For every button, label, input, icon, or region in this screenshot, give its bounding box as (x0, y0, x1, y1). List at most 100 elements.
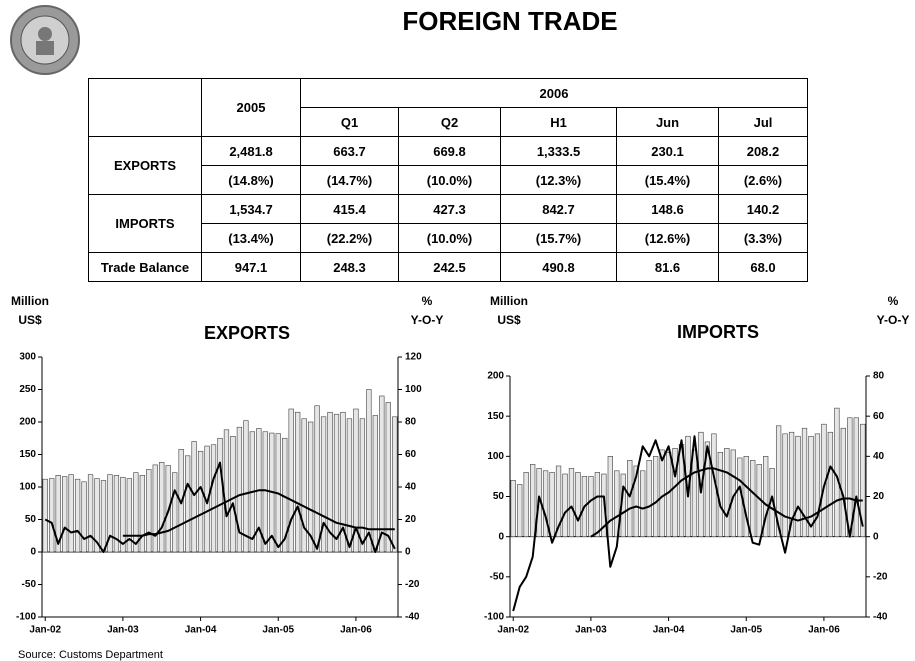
bar (223, 429, 230, 553)
table-cell: (12.6%) (616, 223, 719, 253)
header-cell: Q2 (398, 107, 501, 137)
y-tick-label: -100 (16, 612, 36, 623)
bar (530, 464, 536, 537)
line (590, 467, 863, 538)
x-tick-label: Jan-06 (340, 625, 372, 636)
y2-tick-label: 60 (873, 411, 885, 422)
table-cell: (12.3%) (500, 165, 617, 195)
y-tick-label: -50 (490, 571, 505, 582)
y2-axis-label: % (888, 294, 899, 308)
y-tick-label: 200 (19, 417, 36, 428)
row-label: EXPORTS (88, 136, 202, 195)
bar (359, 418, 366, 553)
x-tick-label: Jan-03 (107, 625, 139, 636)
bar (795, 435, 801, 537)
bar (840, 427, 846, 537)
bar (236, 426, 243, 553)
bar (353, 408, 359, 553)
line (44, 461, 396, 553)
table-cell: (22.2%) (300, 223, 399, 253)
bar (230, 435, 236, 553)
x-tick-label: Jan-03 (575, 625, 607, 636)
table-cell: 230.1 (616, 136, 719, 166)
bar (860, 423, 866, 537)
table-cell: (3.3%) (718, 223, 808, 253)
y-tick-label: 150 (19, 449, 36, 460)
row-label: IMPORTS (88, 194, 202, 253)
x-tick-label: Jan-04 (653, 625, 685, 636)
bar (68, 474, 74, 553)
bar (262, 431, 268, 553)
table-cell: 81.6 (616, 252, 719, 282)
table-cell: (2.6%) (718, 165, 808, 195)
bar (782, 433, 788, 537)
y-tick-label: 100 (487, 451, 504, 462)
y-tick-label: 250 (19, 384, 36, 395)
table-cell: 415.4 (300, 194, 399, 224)
bar (588, 476, 594, 537)
table-cell: (10.0%) (398, 223, 501, 253)
source-note: Source: Customs Department (18, 649, 163, 661)
bar (340, 411, 346, 553)
bar (607, 456, 613, 537)
bar (100, 480, 107, 553)
table-cell: 663.7 (300, 136, 399, 166)
table-cell: (13.4%) (201, 223, 301, 253)
bar (542, 470, 549, 537)
y-axis-label: US$ (18, 313, 42, 327)
y-tick-label: 50 (493, 491, 505, 502)
bar (152, 464, 158, 553)
bar (159, 461, 165, 553)
bar (653, 456, 659, 537)
table-cell: 208.2 (718, 136, 808, 166)
bar (775, 425, 782, 537)
bar (133, 472, 139, 553)
y2-tick-label: -40 (873, 612, 888, 623)
trade-table: 2005 2006 Q1 Q2 H1 Jun Jul EXPORTS 2,481.8 663.7 6… (88, 78, 808, 282)
chart-title: IMPORTS (677, 322, 759, 342)
bar (788, 431, 795, 537)
y2-tick-label: 80 (405, 417, 417, 428)
y-tick-label: 150 (487, 411, 504, 422)
bar (185, 455, 191, 553)
table-cell: 669.8 (398, 136, 501, 166)
bar (55, 474, 61, 553)
corner-cell (88, 78, 202, 137)
table-cell: 68.0 (718, 252, 808, 282)
table-cell: 148.6 (616, 194, 719, 224)
bar (346, 418, 353, 553)
y-axis-label: Million (490, 294, 528, 308)
y2-axis-label: Y-O-Y (877, 313, 910, 327)
x-tick-label: Jan-04 (185, 625, 217, 636)
bar (704, 441, 711, 537)
bar (392, 416, 398, 553)
y2-tick-label: -20 (405, 579, 420, 590)
line (122, 489, 395, 537)
y-tick-label: -100 (484, 612, 504, 623)
bar (517, 484, 523, 537)
bar (724, 447, 730, 537)
line (512, 435, 864, 612)
table-cell: 248.3 (300, 252, 399, 282)
table-cell: 427.3 (398, 194, 501, 224)
table-cell: 242.5 (398, 252, 501, 282)
table-cell: 842.7 (500, 194, 617, 224)
bar (510, 480, 516, 537)
y-tick-label: -50 (22, 579, 37, 590)
bar (139, 474, 145, 553)
bar (847, 417, 853, 537)
header-cell: 2006 (300, 78, 808, 108)
header-cell: H1 (500, 107, 617, 137)
bar (372, 415, 378, 553)
bar (146, 469, 152, 553)
bar (627, 460, 633, 537)
x-tick-label: Jan-05 (262, 625, 294, 636)
bar (301, 418, 307, 553)
page-title: FOREIGN TRADE (402, 6, 617, 36)
bar (62, 476, 68, 553)
bar (320, 416, 327, 553)
x-tick-label: Jan-02 (497, 625, 529, 636)
bar (379, 395, 385, 553)
bar (126, 478, 133, 553)
